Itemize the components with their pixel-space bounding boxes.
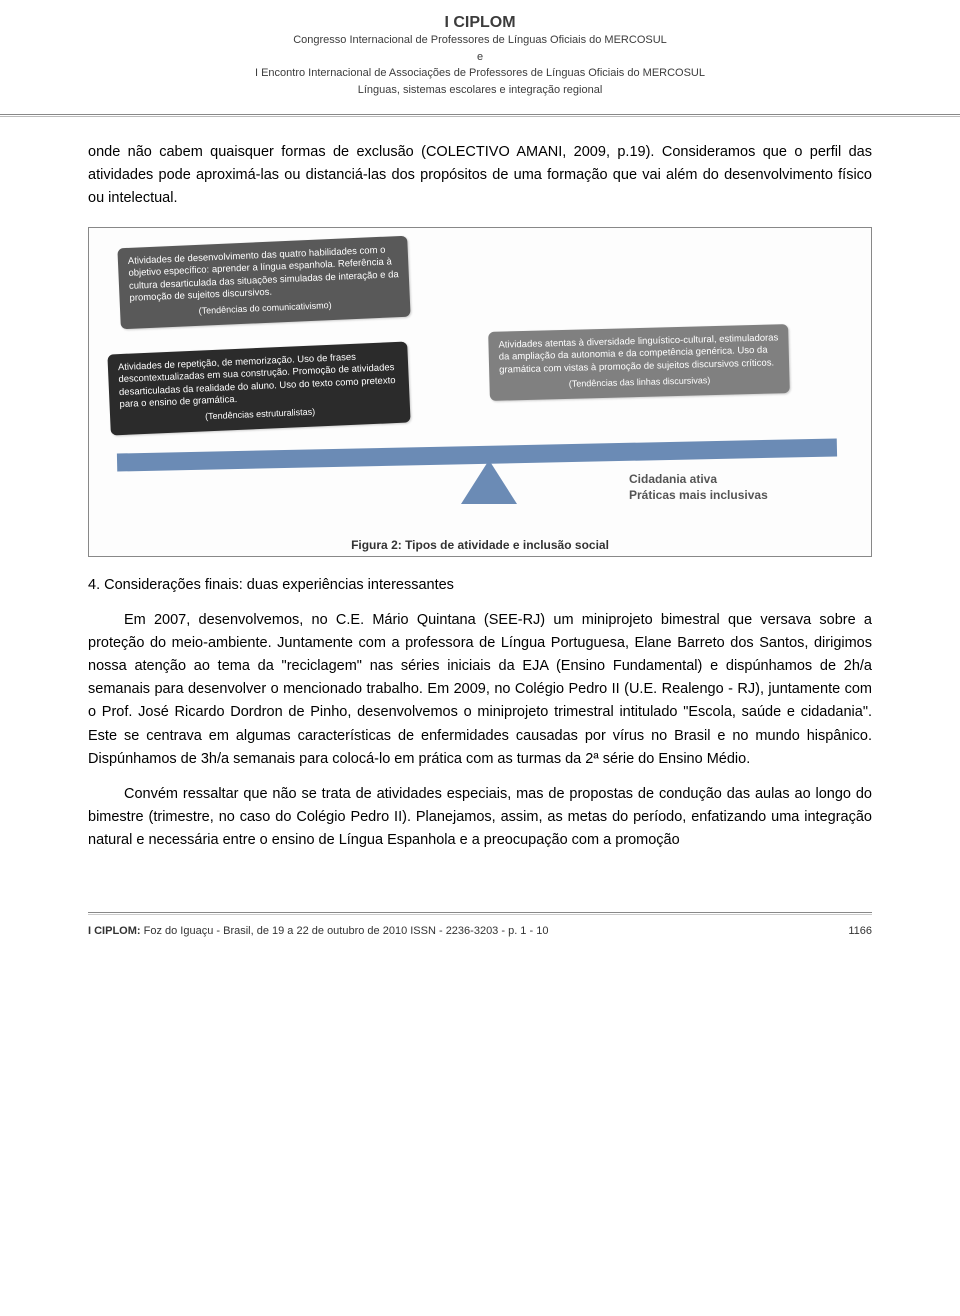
footer-page-number: 1166 xyxy=(848,925,872,937)
header-line-3: Línguas, sistemas escolares e integração… xyxy=(0,82,960,99)
bubble-comunicativismo: Atividades de desenvolvimento das quatro… xyxy=(117,235,410,329)
footer-prefix: I CIPLOM: xyxy=(88,925,141,937)
page-content: onde não cabem quaisquer formas de exclu… xyxy=(0,117,960,852)
footer-rule-1 xyxy=(88,912,872,913)
bubble-3-text: Atividades atentas à diversidade linguís… xyxy=(498,332,779,376)
footer-citation: I CIPLOM: Foz do Iguaçu - Brasil, de 19 … xyxy=(88,925,548,937)
figure-2-container: Atividades de desenvolvimento das quatro… xyxy=(88,227,872,557)
header-line-2: I Encontro Internacional de Associações … xyxy=(0,65,960,82)
figure-label-cidadania: Cidadania ativa xyxy=(629,472,717,486)
paragraph-2: Em 2007, desenvolvemos, no C.E. Mário Qu… xyxy=(88,609,872,771)
header-rule-1 xyxy=(0,114,960,115)
bubble-discursivas: Atividades atentas à diversidade linguís… xyxy=(488,324,790,401)
bubble-2-text: Atividades de repetição, de memorização.… xyxy=(118,349,400,411)
seesaw-fulcrum xyxy=(461,460,517,504)
figure-label-praticas: Práticas mais inclusivas xyxy=(629,488,768,502)
page-header: I CIPLOM Congresso Internacional de Prof… xyxy=(0,0,960,106)
header-line-1: Congresso Internacional de Professores d… xyxy=(0,32,960,49)
bubble-estruturalistas: Atividades de repetição, de memorização.… xyxy=(107,341,410,435)
paragraph-1: onde não cabem quaisquer formas de exclu… xyxy=(88,141,872,211)
header-title: I CIPLOM xyxy=(0,14,960,32)
footer-text: Foz do Iguaçu - Brasil, de 19 a 22 de ou… xyxy=(141,925,549,937)
page-footer: I CIPLOM: Foz do Iguaçu - Brasil, de 19 … xyxy=(0,915,960,953)
bubble-1-text: Atividades de desenvolvimento das quatro… xyxy=(128,244,400,305)
section-4-heading: 4. Considerações finais: duas experiênci… xyxy=(88,577,872,593)
header-e: e xyxy=(0,49,960,66)
paragraph-3: Convém ressaltar que não se trata de ati… xyxy=(88,783,872,853)
bubble-3-tendency: (Tendências das linhas discursivas) xyxy=(499,373,779,392)
figure-caption: Figura 2: Tipos de atividade e inclusão … xyxy=(89,538,871,552)
